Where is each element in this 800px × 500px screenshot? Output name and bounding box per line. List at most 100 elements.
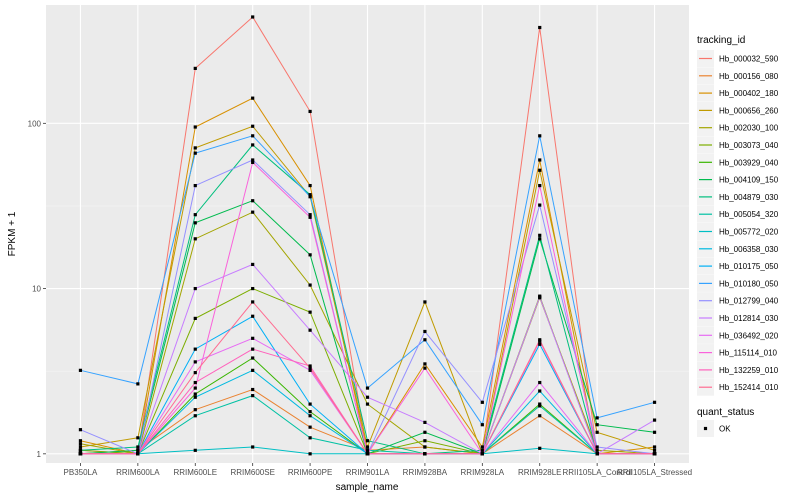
legend-item: Hb_004109_150 [697,171,779,189]
y-tick-label: 100 [28,119,42,128]
data-point [423,452,427,456]
data-point [136,452,140,456]
legend-item: Hb_010175_050 [697,257,779,275]
legend-label: OK [719,425,731,434]
x-tick-label: RRII105LA_Stressed [617,468,692,477]
data-point [78,445,83,449]
x-tick-label: RRIM600SE [230,468,274,477]
data-point [595,445,599,449]
legend-item: Hb_002030_100 [697,119,779,137]
data-point [251,286,255,291]
data-point [251,336,255,340]
data-point [193,360,197,364]
legend-item: Hb_132259_010 [697,361,779,379]
data-point [423,362,427,366]
x-tick-label: RRIM600PE [288,468,332,477]
data-point [251,158,255,162]
data-point [193,66,197,70]
data-point [78,442,83,446]
data-point [480,400,484,404]
legend-label: Hb_115114_010 [719,349,778,358]
data-point [595,416,599,420]
data-point [365,452,370,456]
data-point [193,213,197,217]
data-point [78,448,83,452]
data-point [78,428,83,432]
data-point [251,394,255,398]
data-point [308,414,312,418]
data-point [251,160,255,165]
data-point [308,109,312,114]
legend-label: Hb_004109_150 [719,176,779,185]
legend-item: Hb_000656_260 [697,101,779,119]
data-point [308,425,312,429]
legend-label: Hb_012799_040 [719,297,779,306]
data-point [136,436,140,440]
data-point [193,221,197,225]
data-point [538,380,542,385]
data-point [308,366,312,370]
x-axis: PB350LA RRIM600LA RRIM600LE RRIM600SE RRIM60… [64,463,692,477]
data-point [251,210,255,214]
data-point [308,283,312,287]
data-point [423,338,427,342]
data-point [251,314,255,318]
data-point [538,389,542,393]
legend-item: Hb_010180_050 [697,274,779,292]
legend-label: Hb_132259_010 [719,366,779,375]
legend-point-shape [703,426,708,431]
legend-label: Hb_010180_050 [719,279,779,288]
x-tick-label: RRII105LA_Control [562,468,632,477]
data-point [193,125,197,129]
legend-label: Hb_004879_030 [719,193,779,202]
data-point [365,445,370,449]
data-point [251,262,255,267]
data-point [652,448,657,452]
legend-item: Hb_115114_010 [697,344,778,362]
x-tick-label: RRIM928BA [403,468,448,477]
data-point [193,371,197,375]
data-point [595,448,599,452]
data-point [365,395,370,399]
data-point [365,439,370,443]
data-point [538,414,542,418]
data-point [251,143,255,147]
legend: tracking_id Hb_000032_590 Hb_000156_080 Hb… [697,35,779,437]
data-point [423,445,427,449]
data-point [193,380,197,385]
data-point [308,328,312,332]
data-point [193,316,197,320]
legend-label: Hb_003929_040 [719,158,779,167]
legend-item: Hb_000402_180 [697,84,779,102]
data-point [251,15,255,19]
data-point [251,96,255,100]
data-point [652,430,657,434]
data-point [308,368,312,372]
series-points [78,15,657,456]
data-point [193,286,197,291]
legend-label: Hb_003073_040 [719,141,779,150]
data-point [78,368,83,372]
legend-item: Hb_000156_080 [697,67,779,85]
data-point [308,436,312,440]
data-point [308,193,312,197]
legend-item: Hb_005054_320 [697,205,779,223]
data-point [538,402,542,406]
legend-item: Hb_036492_020 [697,326,779,344]
data-point [538,338,542,342]
legend-item: Hb_006358_030 [697,240,779,258]
x-tick-label: RRIM600LE [173,468,217,477]
legend-item: Hb_012799_040 [697,292,779,310]
data-point [423,300,427,304]
y-tick-label: 1 [37,450,42,459]
data-point [538,158,542,162]
x-tick-label: RRIM901LA [346,468,390,477]
legend-item: OK [697,420,731,437]
x-tick-label: RRIM928LA [461,468,505,477]
data-point [308,213,312,217]
data-point [595,452,599,456]
data-point [193,146,197,150]
legend-label: Hb_005772_020 [719,228,779,237]
data-point [538,404,542,408]
